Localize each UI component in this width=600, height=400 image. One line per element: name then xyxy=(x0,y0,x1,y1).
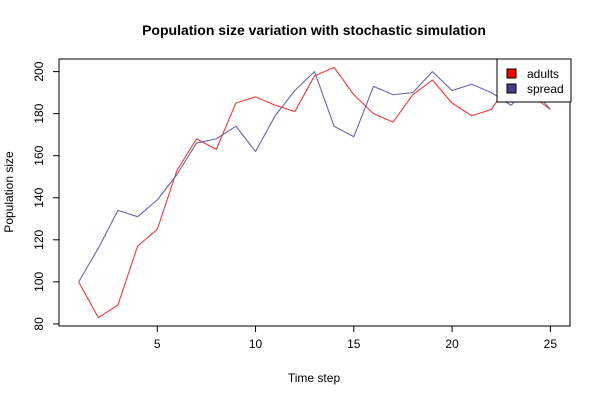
plot-frame xyxy=(58,58,571,327)
series-layer xyxy=(78,66,551,319)
x-tick-label: 10 xyxy=(249,337,263,351)
legend-label-adults: adults xyxy=(527,67,559,81)
x-axis: 5 10 15 20 25 xyxy=(154,326,557,351)
legend-box xyxy=(496,58,572,103)
y-tick-label: 80 xyxy=(32,317,46,331)
y-tick-label: 120 xyxy=(32,229,46,249)
y-tick-label: 100 xyxy=(32,272,46,292)
legend-swatch-adults xyxy=(506,68,517,79)
x-tick-label: 25 xyxy=(544,337,558,351)
y-tick-label: 200 xyxy=(32,61,46,81)
x-tick-label: 5 xyxy=(154,337,161,351)
y-axis-label: Population size xyxy=(2,151,16,233)
x-tick-label: 15 xyxy=(347,337,361,351)
x-tick-label: 20 xyxy=(445,337,459,351)
legend-swatch-spread xyxy=(506,83,517,94)
series-line-adults xyxy=(78,66,551,319)
y-axis: 80 100 120 140 160 180 200 xyxy=(32,61,59,331)
legend-label-spread: spread xyxy=(527,82,564,96)
y-tick-label: 180 xyxy=(32,103,46,123)
y-tick-label: 160 xyxy=(32,145,46,165)
y-tick-label: 140 xyxy=(32,187,46,207)
series-line-spread xyxy=(78,71,551,283)
x-axis-label: Time step xyxy=(288,371,341,385)
chart-title: Population size variation with stochasti… xyxy=(142,22,486,38)
